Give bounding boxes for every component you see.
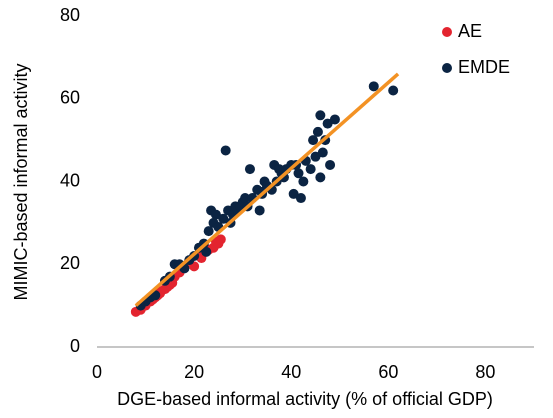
point bbox=[325, 159, 336, 170]
x-tick-label: 0 bbox=[92, 362, 102, 382]
point bbox=[315, 172, 326, 183]
point bbox=[368, 81, 379, 92]
x-axis-title: DGE-based informal activity (% of offici… bbox=[117, 389, 493, 409]
point bbox=[254, 205, 265, 216]
point bbox=[329, 114, 340, 125]
point bbox=[288, 188, 299, 199]
point bbox=[308, 135, 319, 146]
legend-label: EMDE bbox=[458, 57, 510, 77]
point bbox=[305, 164, 316, 175]
y-tick-label: 40 bbox=[60, 170, 80, 190]
point bbox=[293, 168, 304, 179]
legend-marker bbox=[442, 27, 452, 37]
point bbox=[310, 151, 321, 162]
x-tick-label: 80 bbox=[475, 362, 495, 382]
trend-line bbox=[134, 72, 400, 307]
y-tick-label: 20 bbox=[60, 253, 80, 273]
x-tick-label: 20 bbox=[184, 362, 204, 382]
point bbox=[210, 209, 221, 220]
point bbox=[312, 126, 323, 137]
legend-label: AE bbox=[458, 21, 482, 41]
y-tick-label: 80 bbox=[60, 5, 80, 25]
point bbox=[220, 145, 231, 156]
point bbox=[240, 193, 251, 204]
y-tick-label: 0 bbox=[70, 336, 80, 356]
x-tick-label: 40 bbox=[281, 362, 301, 382]
point bbox=[218, 213, 229, 224]
point bbox=[295, 193, 306, 204]
point bbox=[203, 226, 214, 237]
point bbox=[322, 118, 333, 129]
x-tick-label: 60 bbox=[378, 362, 398, 382]
y-tick-label: 60 bbox=[60, 88, 80, 108]
point bbox=[388, 85, 399, 96]
point bbox=[215, 234, 226, 245]
point bbox=[201, 246, 212, 257]
point bbox=[315, 110, 326, 121]
point bbox=[317, 147, 328, 158]
y-axis-title: MIMIC-based informal activity bbox=[11, 63, 31, 300]
legend-marker bbox=[442, 63, 452, 73]
point bbox=[298, 176, 309, 187]
point bbox=[244, 164, 255, 175]
